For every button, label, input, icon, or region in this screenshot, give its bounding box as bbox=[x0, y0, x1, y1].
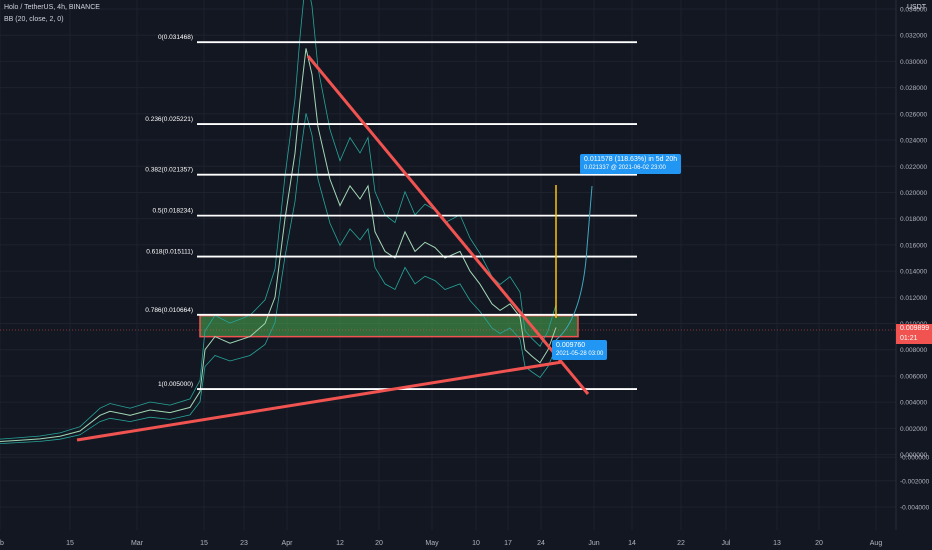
bar-countdown: 01:21 bbox=[900, 335, 918, 342]
x-axis: eb 15 Mar 15 23 Apr 12 20 May 10 17 24 Jun 14 22 Jul 13 2… bbox=[0, 540, 882, 547]
point-price: 0.009760 bbox=[556, 342, 586, 349]
bollinger-bands bbox=[0, 0, 557, 444]
grid bbox=[0, 0, 896, 530]
projection-curve bbox=[555, 185, 593, 341]
fib-level-label: 0.618(0.015111) bbox=[146, 249, 193, 256]
y-tick-label: 0.028000 bbox=[900, 85, 927, 92]
fib-level-label: 0.382(0.021357) bbox=[145, 167, 193, 174]
y-tick-label: 0.002000 bbox=[900, 426, 927, 433]
y-tick-label: 0.026000 bbox=[900, 111, 927, 118]
fib-level-label: 1(0.005000) bbox=[158, 381, 193, 388]
x-tick-label: Mar bbox=[131, 540, 144, 547]
y-tick-label: -0.000000 bbox=[900, 455, 930, 462]
measure-label[interactable]: 0.011578 (118.63%) in 5d 20h 0.021337 @ … bbox=[580, 154, 682, 174]
y-tick-label: 0.022000 bbox=[900, 164, 927, 171]
measure-target: 0.021337 @ 2021-06-02 23:00 bbox=[584, 165, 666, 171]
x-tick-label: 23 bbox=[240, 540, 248, 547]
upper-band bbox=[0, 0, 557, 440]
point-label[interactable]: 0.009760 2021-05-28 03:00 bbox=[552, 340, 608, 360]
quote-currency: USDT bbox=[906, 4, 926, 11]
down-trendline bbox=[306, 55, 590, 395]
x-tick-label: Jun bbox=[588, 540, 599, 547]
x-tick-label: 15 bbox=[200, 540, 208, 547]
symbol-title: Holo / TetherUS, 4h, BINANCE bbox=[4, 4, 100, 11]
x-tick-label: 15 bbox=[66, 540, 74, 547]
x-tick-label: 13 bbox=[773, 540, 781, 547]
y-axis: 0.034000 0.032000 0.030000 0.028000 0.026000… bbox=[900, 7, 930, 512]
y-tick-label: 0.004000 bbox=[900, 400, 927, 407]
current-price-value: 0.009899 bbox=[900, 325, 930, 332]
y-tick-label: 0.008000 bbox=[900, 347, 927, 354]
price-line bbox=[0, 48, 557, 442]
indicator-label: BB (20, close, 2, 0) bbox=[4, 16, 64, 23]
x-tick-label: 14 bbox=[628, 540, 636, 547]
x-tick-label: eb bbox=[0, 540, 4, 547]
current-price-tag: 0.009899 01:21 bbox=[896, 324, 932, 344]
x-tick-label: Jul bbox=[722, 540, 731, 547]
y-tick-label: 0.024000 bbox=[900, 138, 927, 145]
y-tick-label: 0.016000 bbox=[900, 242, 927, 249]
lower-band bbox=[0, 113, 557, 444]
y-tick-label: 0.020000 bbox=[900, 190, 927, 197]
fib-level-label: 0.786(0.010664) bbox=[145, 307, 193, 314]
up-trendline bbox=[76, 360, 563, 442]
y-tick-label: 0.014000 bbox=[900, 269, 927, 276]
fib-level-label: 0.5(0.018234) bbox=[153, 208, 193, 215]
x-tick-label: 20 bbox=[375, 540, 383, 547]
x-tick-label: Aug bbox=[870, 540, 883, 547]
measure-change: 0.011578 (118.63%) in 5d 20h bbox=[584, 156, 678, 163]
x-tick-label: 22 bbox=[677, 540, 685, 547]
fib-levels: 0(0.031468) 0.236(0.025221) 0.382(0.021357… bbox=[145, 34, 637, 390]
x-tick-label: 10 bbox=[472, 540, 480, 547]
y-tick-label: 0.012000 bbox=[900, 295, 927, 302]
fib-level-label: 0.236(0.025221) bbox=[145, 116, 193, 123]
x-tick-label: 17 bbox=[504, 540, 512, 547]
x-tick-label: 20 bbox=[815, 540, 823, 547]
x-tick-label: May bbox=[425, 540, 439, 547]
y-tick-label: 0.006000 bbox=[900, 373, 927, 380]
y-tick-label: 0.034000 bbox=[900, 7, 927, 14]
x-tick-label: Apr bbox=[282, 540, 294, 547]
y-tick-label: 0.032000 bbox=[900, 33, 927, 40]
y-tick-label: 0.018000 bbox=[900, 216, 927, 223]
y-tick-label: -0.002000 bbox=[900, 478, 930, 485]
y-tick-label: -0.004000 bbox=[900, 505, 930, 512]
x-tick-label: 12 bbox=[336, 540, 344, 547]
fib-level-label: 0(0.031468) bbox=[158, 34, 193, 41]
y-tick-label: 0.030000 bbox=[900, 59, 927, 66]
y-tick-label: 0.000000 bbox=[900, 452, 927, 459]
x-tick-label: 24 bbox=[537, 540, 545, 547]
point-time: 2021-05-28 03:00 bbox=[556, 351, 604, 357]
